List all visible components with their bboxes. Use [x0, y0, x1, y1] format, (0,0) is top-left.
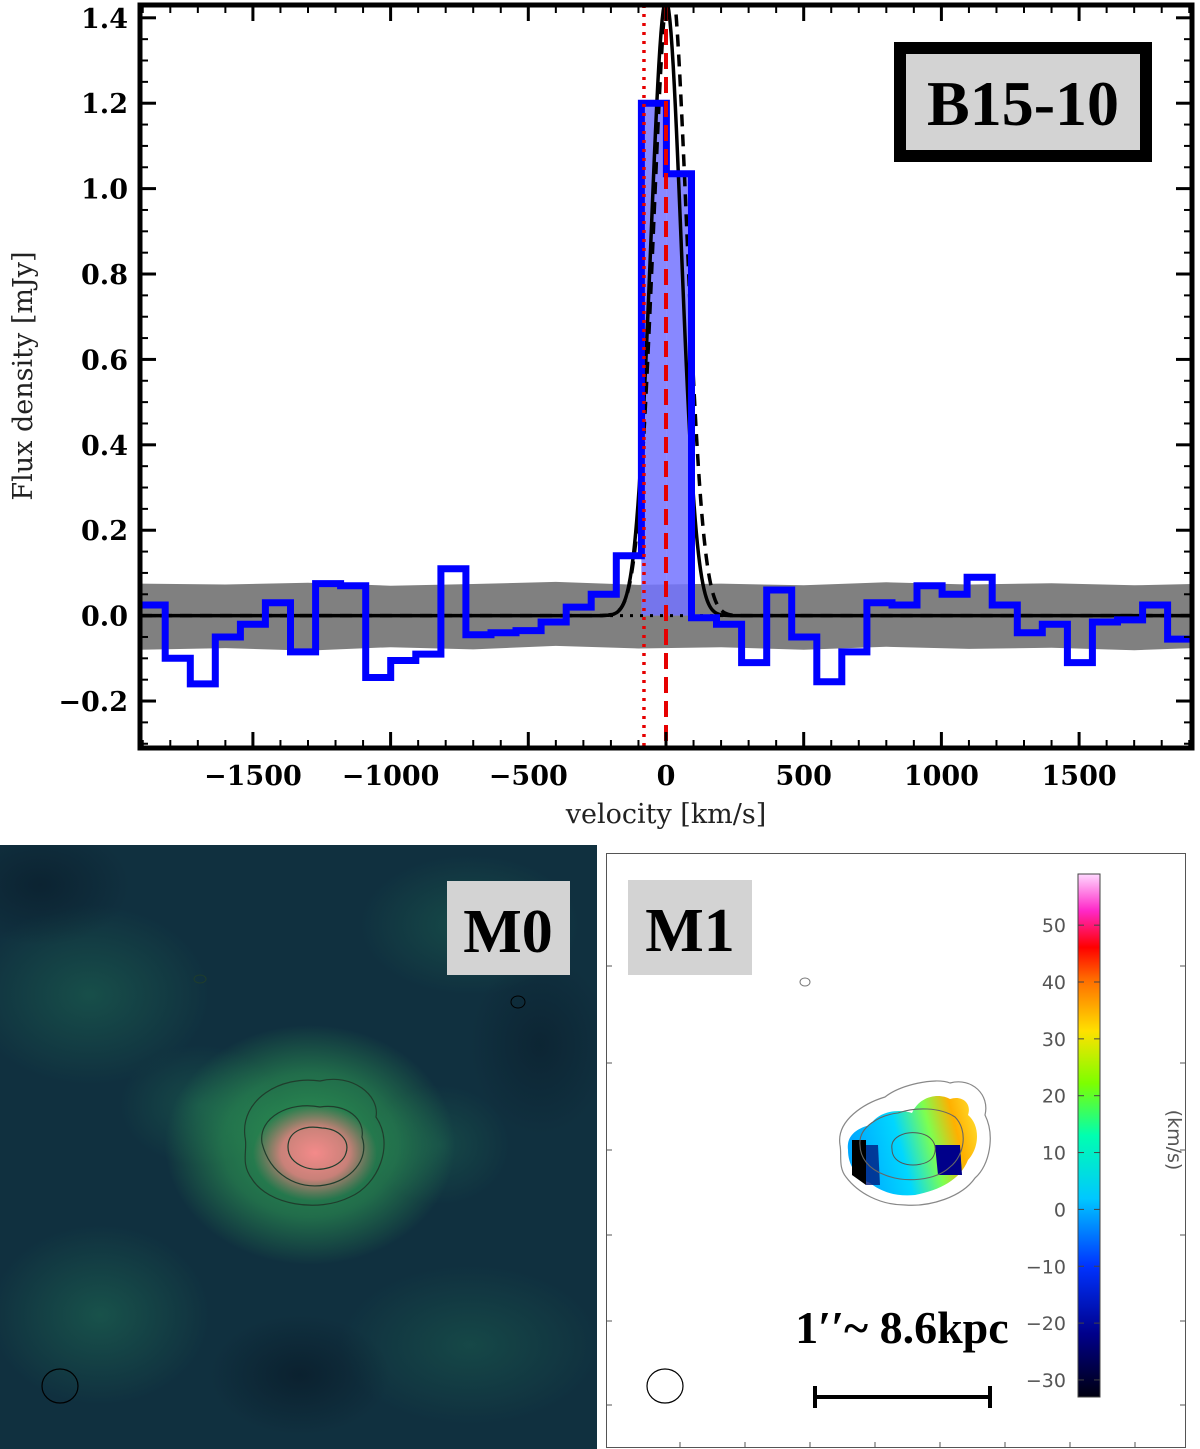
colorbar-tick-label: 20	[1042, 1086, 1066, 1108]
y-axis-label: Flux density [mJy]	[8, 251, 39, 500]
plot-area	[140, 5, 1192, 748]
moment-maps: M0 M1	[0, 845, 1186, 1449]
m0-map-panel: M0	[0, 845, 597, 1449]
m0-label-box	[447, 881, 570, 975]
m0-contour-middle	[261, 1105, 365, 1187]
m0-contour-outer	[244, 1078, 385, 1206]
chart-title: B15-10	[927, 68, 1119, 139]
colorbar-ticks: 50 40 30 20 10 0 −10 −20 −30	[1026, 915, 1100, 1392]
m1-beam-ellipse	[646, 1368, 684, 1404]
y-tick-label: 0.8	[81, 260, 128, 291]
m1-dark-blue-knot	[935, 1145, 962, 1175]
m1-edge-dark	[852, 1140, 866, 1185]
colorbar-tick-label: 40	[1042, 972, 1066, 994]
m1-label-box	[628, 880, 752, 975]
y-tick-label: −0.2	[58, 687, 128, 718]
m1-contour-inner	[891, 1132, 936, 1166]
y-tick-label: 0.6	[81, 345, 128, 376]
x-tick-label: 0	[657, 761, 676, 792]
colorbar-tick-label: 0	[1054, 1199, 1066, 1221]
y-tick-label: 0.0	[81, 602, 128, 633]
colorbar-tick-label: −30	[1026, 1370, 1066, 1392]
x-tick-label: −1000	[342, 761, 440, 792]
y-tick-label: 1.4	[81, 4, 128, 35]
title-box: B15-10	[894, 42, 1152, 162]
colorbar	[1077, 873, 1101, 1398]
x-axis-label: velocity [km/s]	[565, 799, 767, 830]
colorbar-tick-label: 30	[1042, 1029, 1066, 1051]
colorbar-tick-label: −20	[1026, 1313, 1066, 1335]
spectrum-chart: −1500 −1000 −500 0 500 1000 1500 −0.2 0.0 0.2 0.4 0…	[8, 2, 1195, 830]
m1-label: M1	[645, 897, 735, 965]
y-tick-label: 1.2	[81, 89, 128, 120]
m0-contour-small	[193, 974, 207, 984]
m1-contour-middle	[859, 1108, 964, 1181]
x-tick-label: −1500	[204, 761, 302, 792]
m0-contour-inner	[287, 1126, 348, 1170]
m0-beam-ellipse	[41, 1368, 79, 1404]
x-tick-label: 1000	[904, 761, 979, 792]
m1-contour-small	[799, 977, 811, 987]
y-tick-label: 1.0	[81, 175, 128, 206]
x-tick-label: −500	[489, 761, 568, 792]
y-tick-label: 0.2	[81, 516, 128, 547]
m1-frame-ticks	[606, 965, 1186, 1448]
x-tick-label: 500	[776, 761, 832, 792]
colorbar-tick-label: 50	[1042, 915, 1066, 937]
colorbar-tick-label: −10	[1026, 1256, 1066, 1278]
title-box-frame	[894, 42, 1152, 162]
m1-map-panel: M1 1′′~ 8.6kpc 50 40 30 20 10 0 −10 −20 −30 (km/…	[606, 853, 1186, 1448]
m0-label: M0	[463, 898, 553, 966]
m0-contour-negative	[510, 995, 526, 1009]
m1-contour-outer	[839, 1080, 991, 1206]
axes: −1500 −1000 −500 0 500 1000 1500 −0.2 0.0 0.2 0.4 0…	[58, 2, 1195, 792]
colorbar-tick-label: 10	[1042, 1143, 1066, 1165]
colorbar-label: (km/s)	[1163, 1110, 1185, 1171]
scale-bar-label: 1′′~ 8.6kpc	[795, 1302, 1008, 1353]
scale-bar	[813, 1386, 992, 1408]
y-tick-label: 0.4	[81, 431, 128, 462]
x-tick-label: 1500	[1042, 761, 1117, 792]
